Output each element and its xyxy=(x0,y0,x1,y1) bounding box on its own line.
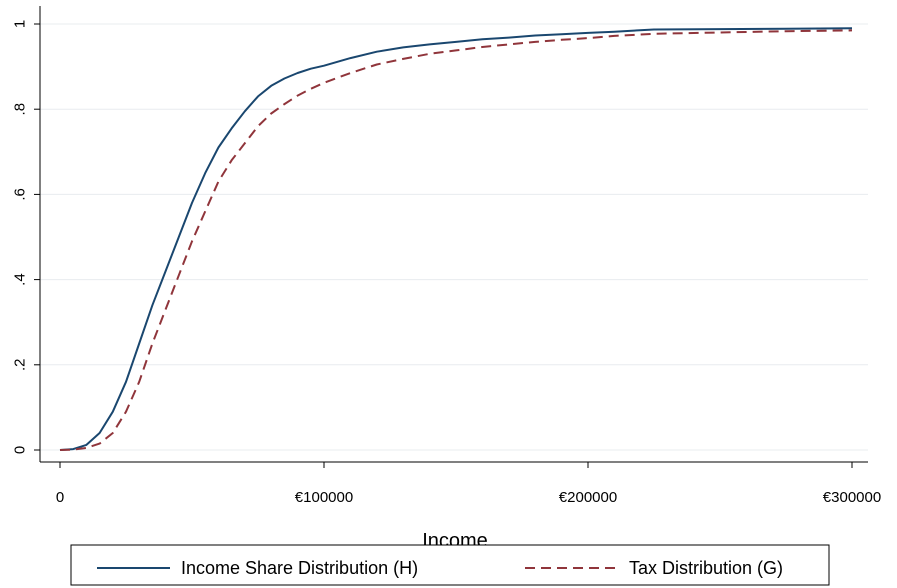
y-tick-label: .4 xyxy=(11,273,28,286)
legend-label-tax: Tax Distribution (G) xyxy=(629,558,783,578)
x-tick-label: €100000 xyxy=(295,489,353,506)
x-ticks: 0 €100000 €200000 €300000 xyxy=(56,462,881,506)
legend-label-income-share: Income Share Distribution (H) xyxy=(181,558,418,578)
y-ticks: 0 .2 .4 .6 .8 1 xyxy=(11,20,40,454)
axes xyxy=(39,6,868,463)
legend: Income Share Distribution (H) Tax Distri… xyxy=(70,544,830,586)
y-tick-label: 0 xyxy=(11,446,28,454)
series-line-1 xyxy=(59,29,853,451)
series-1 xyxy=(59,29,853,451)
x-tick-label: 0 xyxy=(56,489,64,506)
y-tick-label: .8 xyxy=(11,103,28,116)
x-tick-label: €200000 xyxy=(559,489,617,506)
series-0 xyxy=(59,27,853,451)
y-tick-label: .6 xyxy=(11,188,28,201)
legend-box xyxy=(70,544,830,586)
series-line-0 xyxy=(59,27,853,451)
y-tick-label: .2 xyxy=(11,359,28,372)
series-lines xyxy=(59,27,853,451)
y-tick-label: 1 xyxy=(11,20,28,28)
x-tick-label: €300000 xyxy=(823,489,881,506)
